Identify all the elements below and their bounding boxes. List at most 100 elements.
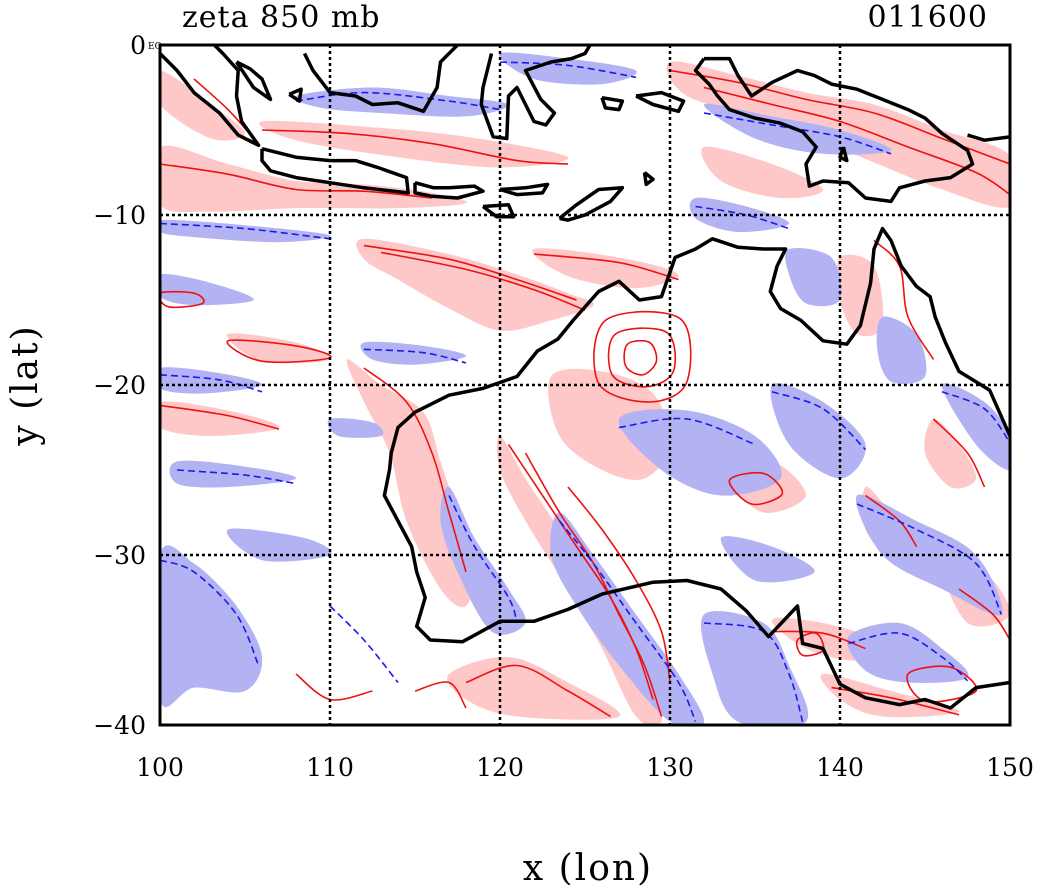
coastline bbox=[387, 226, 1010, 471]
positive-vorticity-contour bbox=[831, 686, 960, 716]
negative-vorticity-contour bbox=[160, 374, 263, 393]
negative-vorticity-region bbox=[700, 611, 809, 725]
negative-vorticity-contour bbox=[703, 112, 892, 155]
y-tick-label: −40 bbox=[93, 711, 146, 740]
negative-vorticity-contour bbox=[941, 391, 1010, 444]
positive-vorticity-contour bbox=[703, 86, 1010, 196]
positive-vorticity-contour-loop bbox=[160, 290, 205, 309]
positive-vorticity-contour bbox=[160, 404, 280, 430]
positive-vorticity-region bbox=[446, 656, 621, 720]
positive-vorticity-region bbox=[346, 359, 475, 608]
y-axis-label: y (lat) bbox=[5, 324, 46, 446]
negative-vorticity-region bbox=[720, 536, 815, 583]
x-tick-label: 110 bbox=[306, 753, 354, 782]
negative-vorticity-region bbox=[327, 418, 384, 438]
negative-vorticity-contour bbox=[848, 632, 969, 682]
grid-lines bbox=[160, 45, 1010, 725]
x-tick-label: 130 bbox=[646, 753, 694, 782]
positive-vorticity-contour bbox=[507, 444, 654, 700]
x-tick-label: 120 bbox=[476, 753, 524, 782]
coastline bbox=[479, 45, 592, 141]
positive-vorticity-contour bbox=[524, 452, 663, 717]
x-tick-labels: 100 110 120 130 140 150 bbox=[136, 753, 1034, 782]
negative-vorticity-region bbox=[941, 383, 1010, 471]
positive-vorticity-contour bbox=[160, 163, 433, 199]
coastline bbox=[481, 203, 516, 219]
negative-vorticity-contour bbox=[856, 503, 1003, 615]
coastline bbox=[642, 171, 655, 187]
positive-vorticity-contour bbox=[873, 239, 935, 360]
positive-vorticity-contour bbox=[465, 664, 611, 718]
corner-label: EO bbox=[148, 42, 162, 52]
positive-vorticity-region bbox=[532, 248, 679, 289]
positive-vorticity-contour bbox=[932, 418, 986, 488]
negative-vorticity-region bbox=[160, 219, 331, 243]
coastline bbox=[302, 45, 459, 114]
positive-vorticity-contour-loop bbox=[906, 665, 978, 703]
coastline bbox=[160, 45, 261, 148]
x-tick-label: 140 bbox=[816, 753, 864, 782]
negative-vorticity-contour bbox=[176, 469, 297, 485]
positive-vorticity-region bbox=[548, 368, 671, 480]
coastline bbox=[288, 87, 303, 103]
y-tick-labels: 0 −10 −20 −30 −40 bbox=[93, 31, 146, 740]
negative-vorticity-region bbox=[160, 367, 263, 394]
negative-vorticity-contour bbox=[363, 348, 467, 364]
negative-vorticity-contour bbox=[160, 559, 260, 666]
coastline bbox=[838, 146, 849, 163]
coastline bbox=[693, 56, 975, 204]
x-tick-label: 100 bbox=[136, 753, 184, 782]
coastline bbox=[966, 133, 1010, 142]
negative-vorticity-contour bbox=[695, 205, 790, 230]
positive-vorticity-contour-loop bbox=[593, 310, 692, 403]
coastline bbox=[558, 186, 625, 222]
positive-vorticity-contour bbox=[261, 129, 569, 165]
x-tick-label: 150 bbox=[986, 753, 1034, 782]
negative-vorticity-region bbox=[160, 545, 263, 708]
plot-frame bbox=[158, 43, 1012, 727]
negative-vorticity-region bbox=[550, 512, 705, 725]
positive-vorticity-contour bbox=[414, 681, 467, 709]
positive-vorticity-contour-loop bbox=[728, 471, 784, 506]
negative-vorticity-region bbox=[770, 383, 866, 479]
negative-vorticity-region bbox=[440, 486, 526, 635]
positive-vorticity-region bbox=[924, 418, 977, 489]
negative-vorticity-contour bbox=[499, 61, 637, 79]
positive-vorticity-contour bbox=[380, 251, 586, 311]
coastline bbox=[600, 95, 625, 112]
negative-vorticity-contour bbox=[295, 91, 501, 111]
y-tick-label: −10 bbox=[93, 201, 146, 230]
y-tick-label: 0 bbox=[130, 31, 146, 60]
positive-vorticity-contour bbox=[533, 253, 679, 281]
negative-vorticity-contour bbox=[618, 417, 756, 446]
positive-vorticity-region bbox=[160, 70, 245, 141]
negative-vorticity-region bbox=[160, 274, 254, 306]
positive-vorticity-region bbox=[356, 238, 594, 331]
negative-vorticity-region bbox=[689, 197, 790, 233]
timestamp-label: 011600 bbox=[867, 0, 988, 35]
negative-vorticity-region bbox=[785, 247, 842, 307]
y-tick-label: −20 bbox=[93, 371, 146, 400]
negative-vorticity-region bbox=[360, 341, 467, 365]
x-axis-label: x (lon) bbox=[523, 848, 653, 885]
negative-vorticity-region bbox=[499, 52, 637, 85]
negative-vorticity-region bbox=[876, 316, 927, 384]
coastline bbox=[499, 182, 550, 197]
y-tick-label: −30 bbox=[93, 541, 146, 570]
negative-vorticity-contour bbox=[558, 520, 697, 722]
positive-vorticity-contour bbox=[771, 630, 866, 650]
coastline bbox=[919, 723, 923, 725]
negative-vorticity-contour bbox=[329, 605, 399, 684]
positive-vorticity-contour bbox=[567, 486, 671, 683]
positive-vorticity-region bbox=[701, 146, 824, 199]
coastline bbox=[413, 181, 485, 200]
negative-vorticity-region bbox=[847, 622, 969, 683]
coastline-layer bbox=[160, 45, 1010, 725]
negative-vorticity-contour bbox=[703, 622, 804, 722]
positive-vorticity-region bbox=[160, 145, 467, 213]
positive-vorticity-contour bbox=[363, 367, 467, 573]
coastline bbox=[235, 60, 273, 102]
negative-vorticity-contour bbox=[771, 391, 867, 451]
negative-vorticity-contours bbox=[160, 61, 1010, 722]
